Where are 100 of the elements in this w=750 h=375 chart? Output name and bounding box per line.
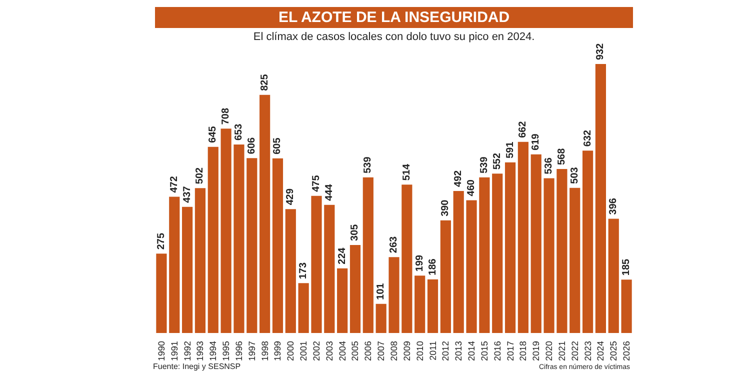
bar [440,220,451,333]
data-label: 606 [246,136,258,154]
bar [169,196,180,333]
data-label: 552 [492,152,503,170]
bar [518,142,528,333]
x-tick-label: 2022 [570,341,580,362]
x-tick-label: 1990 [156,341,166,362]
bar [544,178,554,333]
data-label: 539 [362,156,374,174]
bar [492,174,503,333]
bar [376,304,386,333]
x-tick-label: 2006 [363,341,374,362]
data-label: 263 [388,236,400,254]
x-tick-label: 2026 [622,341,632,362]
data-label: 475 [310,174,322,192]
bar [556,169,568,333]
data-label: 932 [595,42,606,60]
data-label: 502 [194,166,206,184]
bar [595,64,606,333]
data-label: 591 [504,141,516,158]
data-label: 536 [544,157,555,174]
bar [479,177,490,333]
data-label: 444 [324,184,335,201]
chart-title: EL AZOTE DE LA INSEGURIDAD [155,7,633,28]
bar [260,94,270,333]
x-tick-label: 2019 [531,341,542,362]
bar [570,188,580,333]
data-label: 101 [376,282,387,300]
bar [453,190,464,333]
x-tick-label: 1992 [182,341,192,362]
x-tick-label: 2016 [492,341,502,362]
data-label: 173 [298,262,310,280]
x-tick-label: 2020 [544,341,554,362]
x-tick-label: 2008 [389,341,399,362]
data-label: 472 [168,176,180,193]
x-tick-label: 1994 [208,341,218,362]
data-label: 185 [621,258,632,276]
x-tick-label: 1997 [246,341,257,362]
data-label: 492 [453,170,464,187]
bar [388,257,400,333]
x-tick-label: 2009 [402,341,412,362]
x-tick-label: 1991 [169,341,180,362]
bar [311,196,322,333]
chart-subtitle: El clímax de casos locales con dolo tuvo su pico en 2024. [252,31,536,43]
x-tick-label: 2014 [466,341,477,362]
data-label: 305 [350,224,361,241]
bar [504,162,516,333]
x-tick-label: 2011 [428,341,438,360]
x-tick-label: 2002 [311,341,322,362]
bar [402,184,412,333]
data-label: 645 [208,126,219,143]
data-label: 605 [272,137,284,154]
bar [285,209,296,333]
bar [362,177,374,333]
data-label: 396 [608,198,620,215]
bar [337,268,348,333]
bar [234,144,244,333]
bar [208,146,218,333]
data-label: 275 [156,232,167,250]
bar [272,158,284,333]
x-tick-label: 2015 [479,341,490,362]
bar [414,276,426,333]
bar [621,280,632,333]
data-label: 224 [336,247,348,264]
data-label: 503 [569,166,580,184]
data-label: 632 [582,129,594,147]
x-tick-label: 2024 [596,341,606,362]
x-tick-label: 2025 [608,341,619,362]
bar [608,218,619,333]
bar [466,200,477,333]
x-tick-label: 2013 [454,341,464,362]
x-tick-label: 2004 [337,341,348,362]
x-tick-label: 2021 [556,341,567,362]
x-tick-label: 2017 [505,341,516,362]
x-tick-label: 1998 [260,341,270,362]
x-tick-label: 2018 [518,341,528,362]
data-label: 514 [401,164,412,181]
bar [298,283,309,333]
x-tick-label: 1995 [221,341,232,362]
bar [246,158,258,333]
bar [182,206,193,333]
data-label: 619 [530,133,542,150]
x-tick-label: 2005 [350,341,360,362]
bar [324,204,335,333]
bar [220,128,232,333]
data-label: 539 [478,156,490,174]
data-label: 653 [233,123,244,141]
x-tick-label: 2001 [298,341,309,362]
bar [582,150,594,333]
data-label: 662 [518,120,529,138]
data-label: 186 [427,258,438,276]
data-label: 437 [182,186,193,203]
x-tick-label: 1993 [195,341,206,362]
data-label: 825 [259,74,270,91]
data-label: 390 [440,199,452,216]
x-tick-label: 2012 [440,341,451,362]
x-tick-label: 2003 [324,341,334,362]
bar [194,188,206,333]
data-label: 199 [414,254,426,272]
bar [156,254,167,333]
